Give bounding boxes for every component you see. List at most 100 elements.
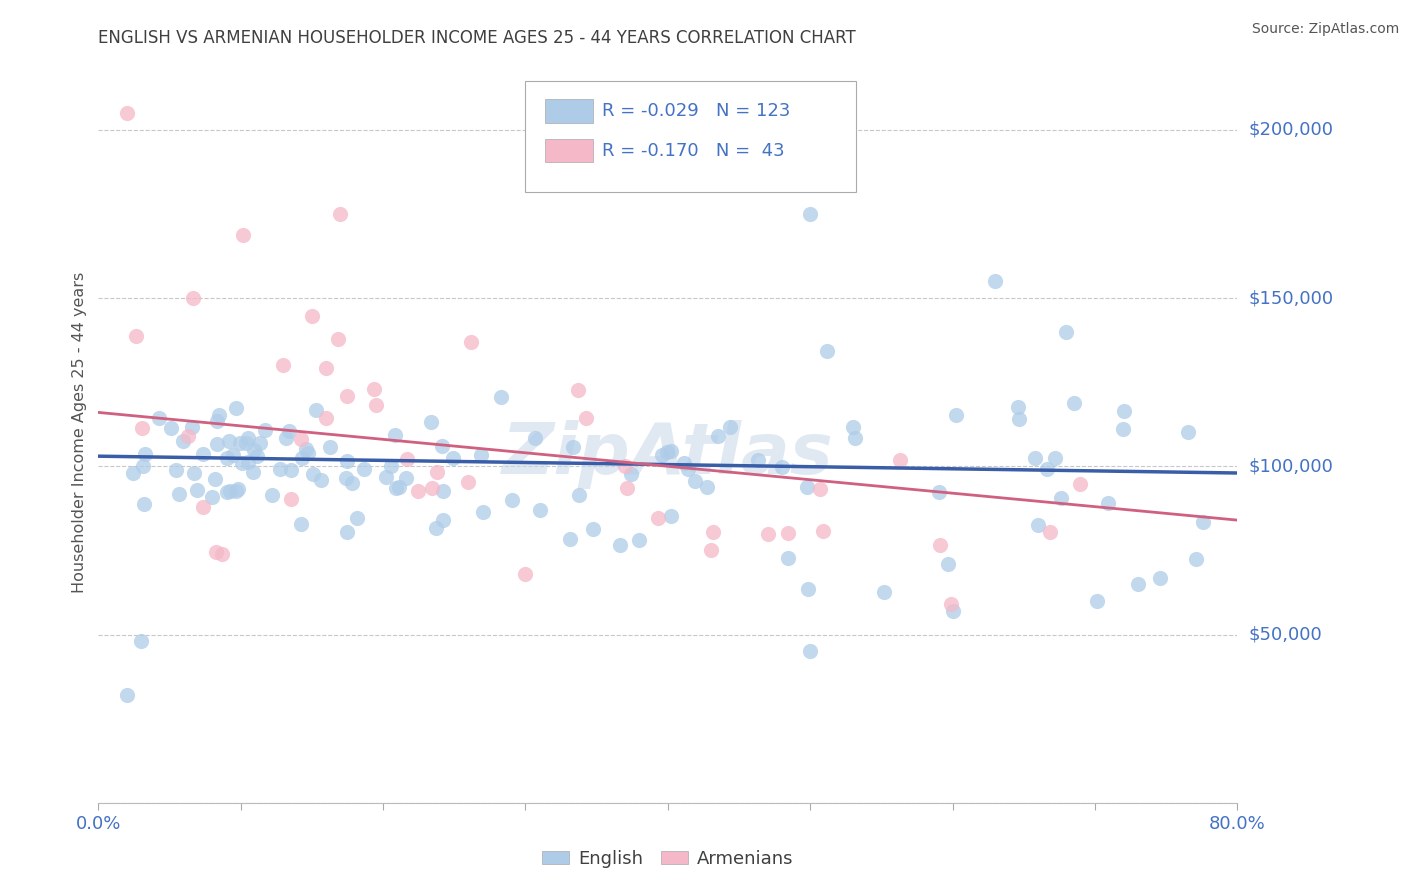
Point xyxy=(226,483,249,497)
Point xyxy=(134,497,156,511)
Point xyxy=(132,459,155,474)
Point xyxy=(336,454,359,468)
Point xyxy=(167,487,190,501)
Point xyxy=(574,411,596,425)
Point xyxy=(460,334,482,349)
Point xyxy=(1085,593,1108,607)
Point xyxy=(231,456,253,470)
Point xyxy=(628,533,651,548)
Point xyxy=(177,429,200,443)
Point xyxy=(1008,412,1031,426)
Point xyxy=(335,389,357,403)
Point xyxy=(778,550,800,565)
Point xyxy=(1112,404,1135,418)
Point xyxy=(841,420,863,434)
Point xyxy=(302,467,325,482)
Point xyxy=(1185,552,1208,566)
Point xyxy=(215,450,238,465)
Text: $200,000: $200,000 xyxy=(1249,120,1333,139)
Y-axis label: Householder Income Ages 25 - 44 years: Householder Income Ages 25 - 44 years xyxy=(72,272,87,593)
Point xyxy=(217,485,239,500)
Point xyxy=(205,414,228,428)
Point xyxy=(811,524,834,538)
Point xyxy=(384,481,406,495)
Point xyxy=(242,443,264,458)
Point xyxy=(269,462,291,476)
Point xyxy=(609,538,631,552)
Point xyxy=(1038,525,1060,540)
Point xyxy=(672,456,695,470)
Point xyxy=(315,361,337,376)
Point xyxy=(235,435,257,450)
Point xyxy=(122,467,145,481)
Point xyxy=(148,411,170,425)
Point xyxy=(489,390,512,404)
Point xyxy=(529,503,551,517)
Point xyxy=(375,470,398,484)
Point xyxy=(254,423,277,437)
Point xyxy=(238,431,260,445)
Point xyxy=(363,382,385,396)
Point xyxy=(1126,577,1149,591)
Point xyxy=(125,328,148,343)
Point xyxy=(699,543,721,558)
Point xyxy=(799,207,821,221)
Point xyxy=(280,491,302,506)
Point xyxy=(249,435,271,450)
Point xyxy=(808,482,831,496)
Point xyxy=(747,452,769,467)
Point xyxy=(271,358,294,372)
Point xyxy=(707,428,730,442)
Point xyxy=(406,484,429,499)
Point xyxy=(430,439,453,453)
Point xyxy=(1192,515,1215,529)
Point xyxy=(567,383,589,397)
Point xyxy=(342,475,364,490)
Text: ZipAtlas: ZipAtlas xyxy=(502,420,834,490)
Point xyxy=(844,431,866,445)
Text: $50,000: $50,000 xyxy=(1249,625,1322,643)
Point xyxy=(304,402,326,417)
Point xyxy=(1112,421,1135,435)
Point xyxy=(172,434,194,449)
Point xyxy=(420,481,443,495)
Point xyxy=(718,420,741,434)
Point xyxy=(396,452,419,467)
Text: $150,000: $150,000 xyxy=(1249,289,1333,307)
Point xyxy=(942,604,965,618)
Point xyxy=(1043,451,1066,466)
Point xyxy=(366,398,388,412)
Point xyxy=(426,465,449,479)
Point xyxy=(246,449,269,463)
Point xyxy=(1177,425,1199,439)
Point xyxy=(395,470,418,484)
Point xyxy=(242,465,264,479)
Point xyxy=(420,415,443,429)
Point xyxy=(470,448,492,462)
Point xyxy=(702,525,724,540)
Point xyxy=(770,460,793,475)
Point xyxy=(524,431,547,445)
Point xyxy=(1036,462,1059,476)
Point xyxy=(558,532,581,546)
Point xyxy=(472,505,495,519)
Point xyxy=(134,447,156,461)
Point xyxy=(616,481,638,495)
Legend: English, Armenians: English, Armenians xyxy=(534,843,801,875)
Point xyxy=(277,425,299,439)
Point xyxy=(295,442,318,457)
Point xyxy=(432,484,454,499)
Point xyxy=(1149,571,1171,585)
Point xyxy=(232,227,254,242)
Point xyxy=(311,473,333,487)
Point xyxy=(799,644,821,658)
Point xyxy=(280,463,302,477)
Point xyxy=(186,483,208,497)
Point xyxy=(984,274,1007,288)
FancyBboxPatch shape xyxy=(526,81,856,192)
Point xyxy=(945,408,967,422)
Point xyxy=(204,472,226,486)
Point xyxy=(1097,496,1119,510)
Point xyxy=(457,475,479,489)
Point xyxy=(191,447,214,461)
